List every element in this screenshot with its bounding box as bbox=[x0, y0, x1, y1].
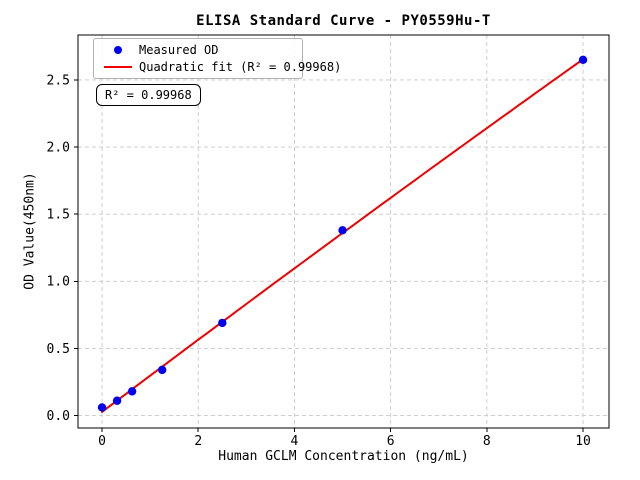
y-tick-label: 2.0 bbox=[47, 140, 70, 155]
legend-label-measured-od: Measured OD bbox=[139, 43, 219, 58]
x-tick-label: 0 bbox=[98, 434, 106, 449]
x-tick-label: 10 bbox=[575, 434, 591, 449]
x-tick-label: 4 bbox=[291, 434, 299, 449]
axes-spines bbox=[77, 34, 610, 429]
y-tick-label: 2.5 bbox=[47, 73, 70, 88]
chart-title: ELISA Standard Curve - PY0559Hu-T bbox=[196, 13, 491, 29]
legend-circle-marker-icon bbox=[114, 46, 122, 55]
y-tick-label: 0.5 bbox=[47, 342, 70, 357]
data-point bbox=[218, 318, 227, 328]
x-tick-label: 8 bbox=[483, 434, 491, 449]
y-tick-label: 0.0 bbox=[47, 409, 70, 424]
y-tick-label: 1.5 bbox=[47, 208, 70, 223]
x-tick-label: 6 bbox=[387, 434, 395, 449]
data-point bbox=[127, 387, 137, 396]
y-axis-label: OD Value(450nm) bbox=[22, 172, 38, 290]
quadratic-fit-line bbox=[101, 58, 584, 413]
data-point bbox=[578, 55, 588, 65]
legend-label-quadratic-fit: Quadratic fit (R² = 0.99968) bbox=[139, 59, 342, 74]
legend-item-measured-od: Measured OD bbox=[102, 43, 296, 57]
legend-line-marker-icon bbox=[104, 65, 132, 68]
data-point bbox=[157, 365, 167, 375]
legend-item-quadratic-fit: Quadratic fit (R² = 0.99968) bbox=[102, 60, 341, 74]
y-tick-label: 1.0 bbox=[47, 275, 70, 290]
data-point bbox=[112, 396, 122, 405]
data-point bbox=[97, 403, 107, 412]
r-squared-annotation: R² = 0.99968 bbox=[96, 84, 201, 106]
legend-swatch bbox=[102, 65, 134, 68]
x-axis-label: Human GCLM Concentration (ng/mL) bbox=[218, 449, 469, 464]
data-point bbox=[338, 226, 347, 235]
x-tick-label: 2 bbox=[194, 434, 202, 449]
legend: Measured OD Quadratic fit (R² = 0.99968) bbox=[93, 38, 341, 79]
legend-swatch bbox=[102, 46, 134, 55]
